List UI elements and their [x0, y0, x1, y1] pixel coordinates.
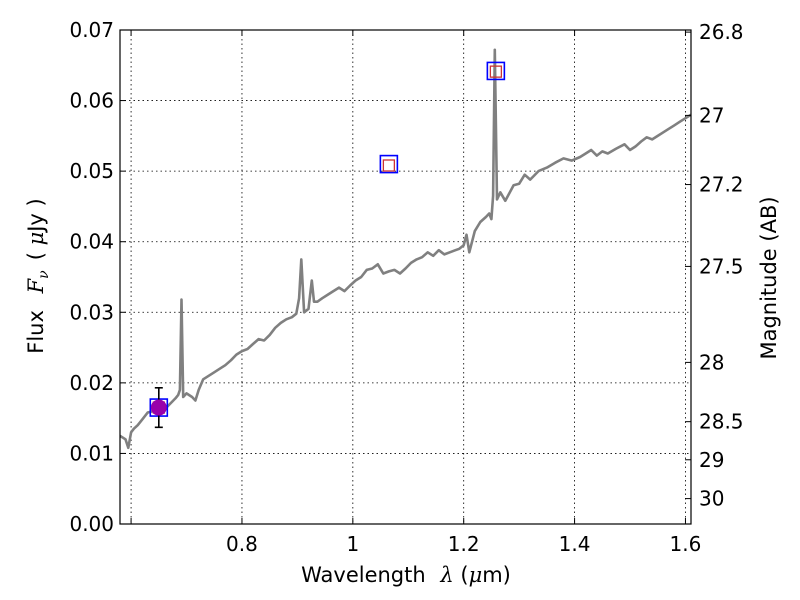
y-tick-label: 0.07: [69, 18, 114, 42]
y2-tick-label: 26.8: [699, 20, 744, 44]
y-tick-label: 0.04: [69, 230, 114, 254]
plot-frame: [119, 29, 692, 525]
x-tick-label: 0.8: [226, 532, 258, 556]
y2-tick-label: 27.2: [699, 173, 744, 197]
plot-series: [120, 48, 691, 450]
model-marker: [382, 159, 396, 172]
y-tick-label: 0.06: [69, 89, 114, 113]
y-axis-label: Flux Fν( μJy ): [24, 198, 52, 353]
photometry-marker: [486, 61, 506, 81]
x-tick-label: 1: [346, 532, 359, 556]
x-tick-label: 1.4: [559, 532, 591, 556]
y2-tick-label: 28.5: [699, 410, 744, 434]
grid-lines: [120, 30, 691, 524]
spectrum-line: [120, 48, 691, 450]
y-tick-label: 0.02: [69, 371, 114, 395]
y2-tick-label: 27.5: [699, 254, 744, 278]
photometry-marker: [379, 154, 399, 174]
x-axis-label: Wavelength λ (μm): [301, 563, 511, 587]
y-tick-label: 0.00: [69, 512, 114, 536]
y-tick-label: 0.01: [69, 441, 114, 465]
series-group: [120, 48, 691, 450]
y2-tick-label: 30: [699, 487, 724, 511]
y2-tick-label: 28: [699, 350, 724, 374]
axis-ticks: 0.8 1 1.2 1.4 1.6 0.00 0.01 0.02 0.03 0.04 0.05 0.0…: [69, 18, 743, 556]
model-marker: [489, 65, 503, 78]
x-tick-label: 1.6: [670, 532, 702, 556]
y2-tick-label: 29: [699, 448, 724, 472]
measured-point: [150, 399, 167, 416]
x-tick-label: 1.2: [448, 532, 480, 556]
y2-tick-label: 27: [699, 103, 724, 127]
secondary-y-axis-label: Magnitude (AB): [757, 196, 781, 359]
y-tick-label: 0.05: [69, 159, 114, 183]
y-tick-label: 0.03: [69, 300, 114, 324]
